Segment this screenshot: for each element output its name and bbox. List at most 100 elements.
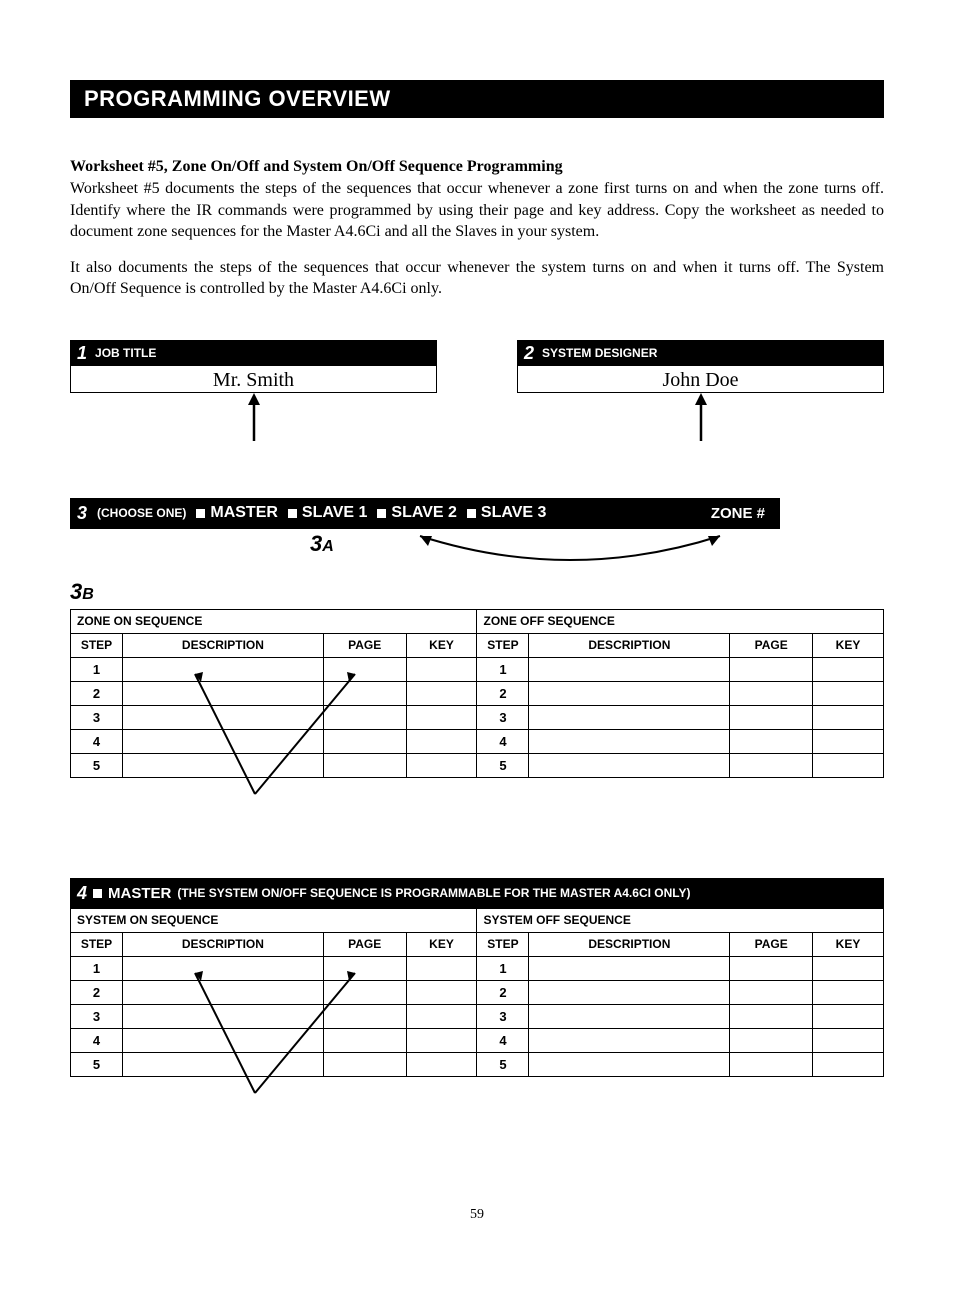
- field-job-title: 1 JOB TITLE Mr. Smith: [70, 340, 437, 393]
- cell: [122, 1052, 323, 1076]
- arrow-up-icon: [244, 393, 264, 443]
- cell: [406, 1052, 477, 1076]
- page-header: PROGRAMMING OVERVIEW: [70, 80, 884, 118]
- section4-note: (THE SYSTEM ON/OFF SEQUENCE IS PROGRAMMA…: [177, 886, 690, 900]
- cell: 3: [477, 1004, 529, 1028]
- cell: [813, 681, 884, 705]
- cell: [122, 657, 323, 681]
- checkbox-icon: [196, 509, 205, 518]
- opt-slave2-label: SLAVE 2: [391, 504, 457, 522]
- field-header-2: 2 SYSTEM DESIGNER: [518, 341, 883, 366]
- page-number: 59: [70, 1207, 884, 1223]
- th-key: KEY: [406, 633, 477, 657]
- table-row: ZONE ON SEQUENCE ZONE OFF SEQUENCE: [71, 609, 884, 633]
- th-step: STEP: [477, 633, 529, 657]
- cell: 1: [71, 657, 123, 681]
- cell: [122, 1028, 323, 1052]
- zone-on-title: ZONE ON SEQUENCE: [71, 609, 477, 633]
- table-row: 33: [71, 705, 884, 729]
- cell: [813, 1052, 884, 1076]
- section4-bar: 4 MASTER (THE SYSTEM ON/OFF SEQUENCE IS …: [70, 878, 884, 908]
- cell: [529, 729, 730, 753]
- cell: 3: [71, 705, 123, 729]
- cell: [730, 1004, 813, 1028]
- cell: [730, 753, 813, 777]
- cell: 5: [477, 753, 529, 777]
- label-3a: 3A: [310, 531, 334, 557]
- cell: 2: [477, 681, 529, 705]
- arrow-up-icon: [691, 393, 711, 443]
- cell: [406, 1028, 477, 1052]
- cell: [730, 980, 813, 1004]
- table-row: 33: [71, 1004, 884, 1028]
- th-page: PAGE: [323, 633, 406, 657]
- table-row: 55: [71, 1052, 884, 1076]
- checkbox-icon: [288, 509, 297, 518]
- label-3a-sub: A: [322, 538, 334, 555]
- field-1-num: 1: [77, 343, 87, 364]
- cell: 3: [477, 705, 529, 729]
- th-key: KEY: [813, 633, 884, 657]
- cell: [406, 705, 477, 729]
- cell: [406, 681, 477, 705]
- cell: 2: [71, 980, 123, 1004]
- cell: [529, 1004, 730, 1028]
- field-2-num: 2: [524, 343, 534, 364]
- th-page: PAGE: [323, 932, 406, 956]
- cell: [529, 681, 730, 705]
- th-desc: DESCRIPTION: [122, 633, 323, 657]
- paragraph-2: It also documents the steps of the seque…: [70, 257, 884, 300]
- cell: [529, 705, 730, 729]
- field-header-1: 1 JOB TITLE: [71, 341, 436, 366]
- system-sequence-table: SYSTEM ON SEQUENCE SYSTEM OFF SEQUENCE S…: [70, 908, 884, 1077]
- table-row: 22: [71, 681, 884, 705]
- cell: 4: [477, 1028, 529, 1052]
- cell: [406, 729, 477, 753]
- zone-sequence-table: ZONE ON SEQUENCE ZONE OFF SEQUENCE STEP …: [70, 609, 884, 778]
- cell: [730, 1028, 813, 1052]
- opt-master[interactable]: MASTER: [196, 504, 278, 522]
- cell: [122, 681, 323, 705]
- cell: [529, 1052, 730, 1076]
- cell: 1: [477, 657, 529, 681]
- cell: [529, 753, 730, 777]
- cell: [122, 980, 323, 1004]
- table-row: 55: [71, 753, 884, 777]
- cell: [323, 980, 406, 1004]
- opt-slave1[interactable]: SLAVE 1: [288, 504, 368, 522]
- cell: [323, 1052, 406, 1076]
- subtitle: Worksheet #5, Zone On/Off and System On/…: [70, 158, 884, 176]
- cell: [813, 980, 884, 1004]
- field-designer: 2 SYSTEM DESIGNER John Doe: [517, 340, 884, 393]
- cell: [813, 753, 884, 777]
- cell: [406, 1004, 477, 1028]
- cell: 5: [477, 1052, 529, 1076]
- opt-slave3[interactable]: SLAVE 3: [467, 504, 547, 522]
- cell: [813, 729, 884, 753]
- opt-slave1-label: SLAVE 1: [302, 504, 368, 522]
- table-row: 11: [71, 657, 884, 681]
- th-desc: DESCRIPTION: [529, 633, 730, 657]
- field-designer-wrap: 2 SYSTEM DESIGNER John Doe: [517, 340, 884, 443]
- opt-slave2[interactable]: SLAVE 2: [377, 504, 457, 522]
- zone-num-label: ZONE #: [711, 505, 765, 522]
- cell: [406, 753, 477, 777]
- section4-num: 4: [77, 883, 87, 904]
- cell: [730, 657, 813, 681]
- cell: [813, 1028, 884, 1052]
- zone-off-title: ZONE OFF SEQUENCE: [477, 609, 884, 633]
- fields-row: 1 JOB TITLE Mr. Smith 2 SYSTEM DESIGNER …: [70, 340, 884, 443]
- cell: 2: [477, 980, 529, 1004]
- cell: [323, 705, 406, 729]
- cell: 1: [71, 956, 123, 980]
- cell: [529, 956, 730, 980]
- cell: [813, 705, 884, 729]
- table-row: STEP DESCRIPTION PAGE KEY STEP DESCRIPTI…: [71, 633, 884, 657]
- cell: 2: [71, 681, 123, 705]
- cell: 1: [477, 956, 529, 980]
- cell: [730, 956, 813, 980]
- cell: [813, 657, 884, 681]
- cell: [813, 956, 884, 980]
- field-1-label: JOB TITLE: [95, 346, 156, 360]
- th-key: KEY: [813, 932, 884, 956]
